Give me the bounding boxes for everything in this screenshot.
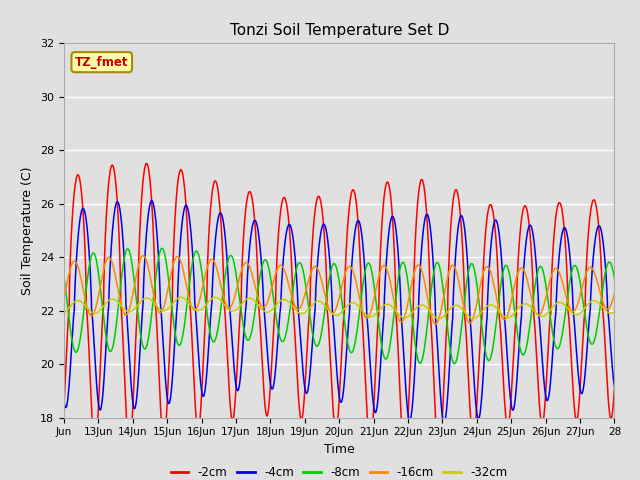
-32cm [155, 305, 163, 311]
-2cm [483, 215, 491, 220]
-16cm [416, 264, 424, 269]
-4cm [611, 383, 618, 389]
-16cm [611, 291, 618, 297]
-32cm [483, 303, 491, 309]
Y-axis label: Soil Temperature (C): Soil Temperature (C) [22, 166, 35, 295]
Title: Tonzi Soil Temperature Set D: Tonzi Soil Temperature Set D [230, 23, 449, 38]
-2cm [428, 325, 435, 331]
-2cm [417, 180, 424, 185]
-4cm [60, 398, 68, 404]
-4cm [467, 328, 475, 334]
-4cm [148, 198, 156, 204]
-8cm [611, 275, 618, 281]
-32cm [60, 311, 68, 316]
-2cm [155, 370, 163, 376]
-2cm [492, 228, 499, 234]
-32cm [416, 302, 424, 308]
-16cm [431, 321, 439, 327]
Line: -2cm: -2cm [64, 163, 614, 455]
-16cm [492, 288, 499, 294]
-32cm [435, 316, 443, 322]
Line: -4cm: -4cm [64, 201, 614, 423]
-8cm [451, 361, 458, 367]
-4cm [492, 217, 499, 223]
-2cm [401, 452, 408, 458]
-2cm [467, 421, 475, 427]
-16cm [483, 264, 491, 269]
X-axis label: Time: Time [324, 443, 355, 456]
-4cm [428, 233, 435, 239]
-16cm [428, 312, 435, 318]
-4cm [440, 420, 448, 426]
-16cm [467, 319, 475, 325]
-8cm [158, 245, 166, 251]
-32cm [611, 309, 618, 314]
-16cm [60, 295, 68, 300]
Line: -16cm: -16cm [64, 256, 614, 324]
-2cm [60, 403, 68, 408]
-32cm [428, 310, 435, 316]
-16cm [155, 309, 163, 315]
-32cm [492, 304, 499, 310]
-32cm [467, 315, 475, 321]
-8cm [155, 254, 163, 260]
-8cm [492, 328, 499, 334]
-8cm [467, 261, 475, 267]
-32cm [177, 294, 185, 300]
Legend: -2cm, -4cm, -8cm, -16cm, -32cm: -2cm, -4cm, -8cm, -16cm, -32cm [166, 461, 513, 480]
-8cm [428, 288, 435, 293]
-16cm [140, 253, 147, 259]
-2cm [143, 160, 150, 166]
Line: -8cm: -8cm [64, 248, 614, 364]
-4cm [483, 315, 491, 321]
-4cm [155, 261, 163, 267]
-8cm [60, 275, 68, 280]
-2cm [611, 385, 618, 391]
-4cm [416, 268, 424, 274]
-8cm [483, 355, 491, 361]
Line: -32cm: -32cm [64, 297, 614, 319]
-8cm [416, 360, 424, 366]
Text: TZ_fmet: TZ_fmet [75, 56, 129, 69]
